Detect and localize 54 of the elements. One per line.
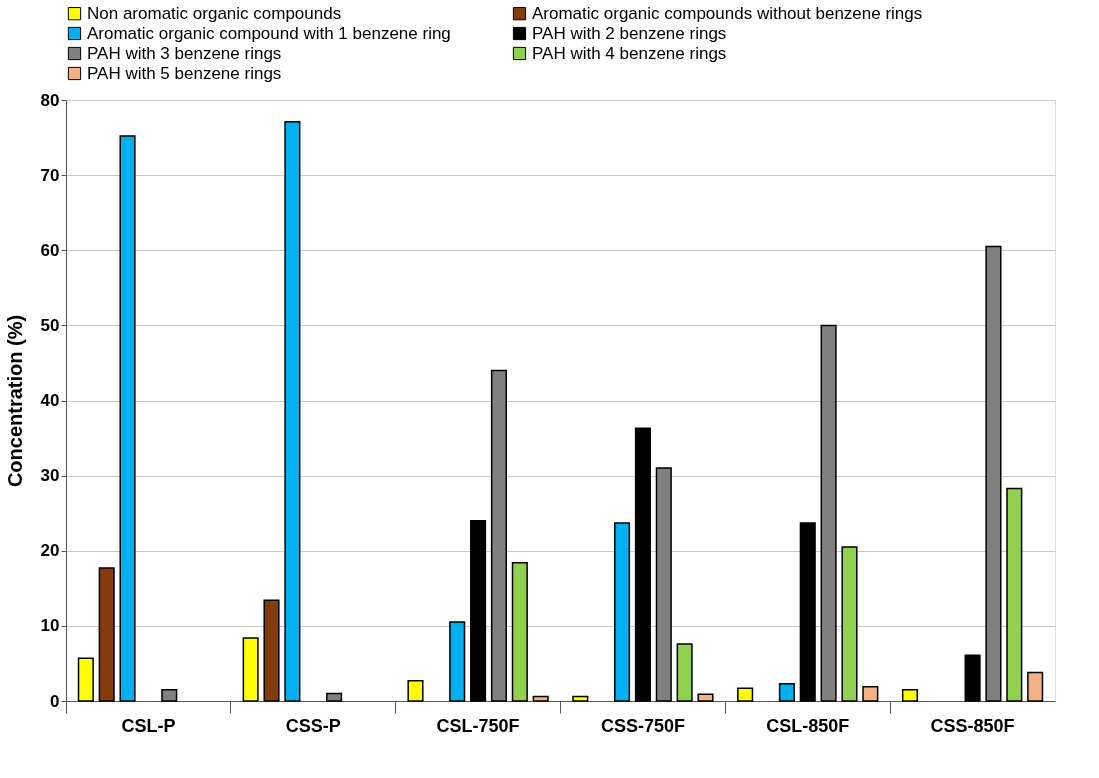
y-tick-label: 10 [40,616,60,636]
bar [470,519,487,702]
bar [1027,671,1044,702]
bar [901,688,919,702]
bar [284,121,301,702]
bar [634,427,651,702]
legend-label: PAH with 5 benzene rings [87,63,282,83]
bar [737,687,754,702]
y-tick-label: 40 [40,391,60,410]
bar [697,693,714,702]
bar [862,685,879,702]
y-tick-label: 70 [40,165,60,185]
x-tick-label: CSS-750F [600,715,685,736]
legend-label: PAH with 3 benzene rings [87,43,282,63]
bar [490,369,507,702]
bar [511,562,528,702]
bar [964,654,981,702]
x-tick-label: CSS-850F [930,715,1015,736]
x-tick-label: CSL-750F [436,715,520,736]
legend-label: Non aromatic organic compounds [87,3,342,23]
legend-label: PAH with 2 benzene rings [532,23,727,43]
y-tick-label: 0 [50,691,60,711]
x-tick-label: CSS-P [285,715,341,736]
bar [242,637,259,702]
x-tick-label: CSL-P [121,715,176,736]
bar [572,695,589,702]
bar [77,657,94,702]
bar [449,621,466,702]
bar [98,567,115,702]
bar [263,599,280,702]
bar [532,695,549,702]
bar [820,324,837,702]
y-tick-label: 30 [40,466,60,486]
bar [1006,487,1023,702]
legend-label: PAH with 4 benzene rings [532,43,727,63]
y-tick-label: 50 [40,315,60,335]
bar [799,522,816,702]
legend-label: Aromatic organic compounds without benzene rings [532,3,923,23]
bar [614,522,631,702]
y-axis-title: Concentration (%) [3,314,26,488]
bar [676,643,693,702]
y-tick-label: 60 [40,240,60,260]
y-tick-label: 80 [40,90,60,110]
x-tick-label: CSL-850F [766,715,850,736]
legend-label: Aromatic organic compound with 1 benzene ring [87,23,451,43]
y-tick-label: 20 [40,541,60,561]
bar [119,135,136,702]
bar [326,692,343,702]
bar [655,467,672,702]
bar [778,682,795,702]
bar [161,688,178,702]
bar [407,679,424,702]
bar [985,245,1002,702]
bar [841,546,858,702]
